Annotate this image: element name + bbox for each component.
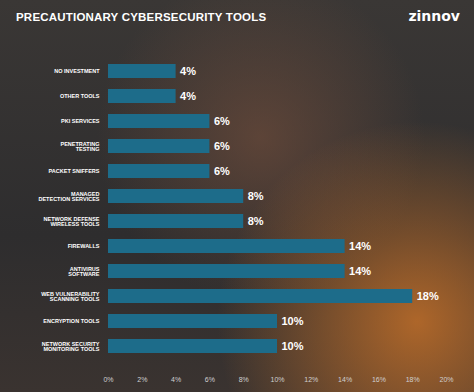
svg-text:PENETRATINGTESTING: PENETRATINGTESTING: [60, 141, 99, 153]
svg-text:6%: 6%: [205, 376, 215, 383]
svg-text:20%: 20%: [439, 376, 453, 383]
svg-text:4%: 4%: [180, 65, 196, 77]
svg-text:NETWORK SECURITYMONITORING TOO: NETWORK SECURITYMONITORING TOOLS: [42, 341, 100, 353]
svg-text:6%: 6%: [214, 115, 230, 127]
html-text:PRECAUTIONARY CYBERSECURITY TO: PRECAUTIONARY CYBERSECURITY TOOLS: [16, 11, 267, 23]
svg-text:ANTIVIRUSSOFTWARE: ANTIVIRUSSOFTWARE: [68, 266, 100, 278]
svg-text:ENCRYPTION TOOLS: ENCRYPTION TOOLS: [43, 318, 100, 324]
html-text:zinnov: zinnov: [408, 8, 460, 24]
svg-text:8%: 8%: [248, 215, 264, 227]
svg-text:NO INVESTMENT: NO INVESTMENT: [54, 68, 100, 74]
svg-text:12%: 12%: [304, 376, 318, 383]
svg-text:8%: 8%: [239, 376, 249, 383]
svg-text:6%: 6%: [214, 165, 230, 177]
svg-text:10%: 10%: [282, 340, 304, 352]
svg-text:8%: 8%: [248, 190, 264, 202]
svg-text:10%: 10%: [270, 376, 284, 383]
svg-text:FIREWALLS: FIREWALLS: [68, 243, 100, 249]
svg-text:WEB VULNERABILITYSCANNING TOOL: WEB VULNERABILITYSCANNING TOOLS: [41, 291, 100, 303]
svg-text:14%: 14%: [338, 376, 352, 383]
svg-text:PKI SERVICES: PKI SERVICES: [61, 118, 100, 124]
svg-text:4%: 4%: [180, 90, 196, 102]
svg-text:OTHER TOOLS: OTHER TOOLS: [60, 93, 100, 99]
svg-text:2%: 2%: [137, 376, 147, 383]
svg-text:18%: 18%: [417, 290, 439, 302]
svg-text:0%: 0%: [103, 376, 113, 383]
svg-text:14%: 14%: [349, 265, 371, 277]
svg-text:18%: 18%: [406, 376, 420, 383]
svg-text:6%: 6%: [214, 140, 230, 152]
svg-text:MANAGEDDETECTION SERVICES: MANAGEDDETECTION SERVICES: [38, 191, 99, 203]
svg-text:14%: 14%: [349, 240, 371, 252]
svg-text:PACKET SNIFFERS: PACKET SNIFFERS: [49, 168, 100, 174]
svg-text:NETWORK DEFENSEWIRELESS TOOLS: NETWORK DEFENSEWIRELESS TOOLS: [44, 216, 100, 228]
svg-text:16%: 16%: [372, 376, 386, 383]
svg-text:4%: 4%: [171, 376, 181, 383]
svg-text:10%: 10%: [282, 315, 304, 327]
